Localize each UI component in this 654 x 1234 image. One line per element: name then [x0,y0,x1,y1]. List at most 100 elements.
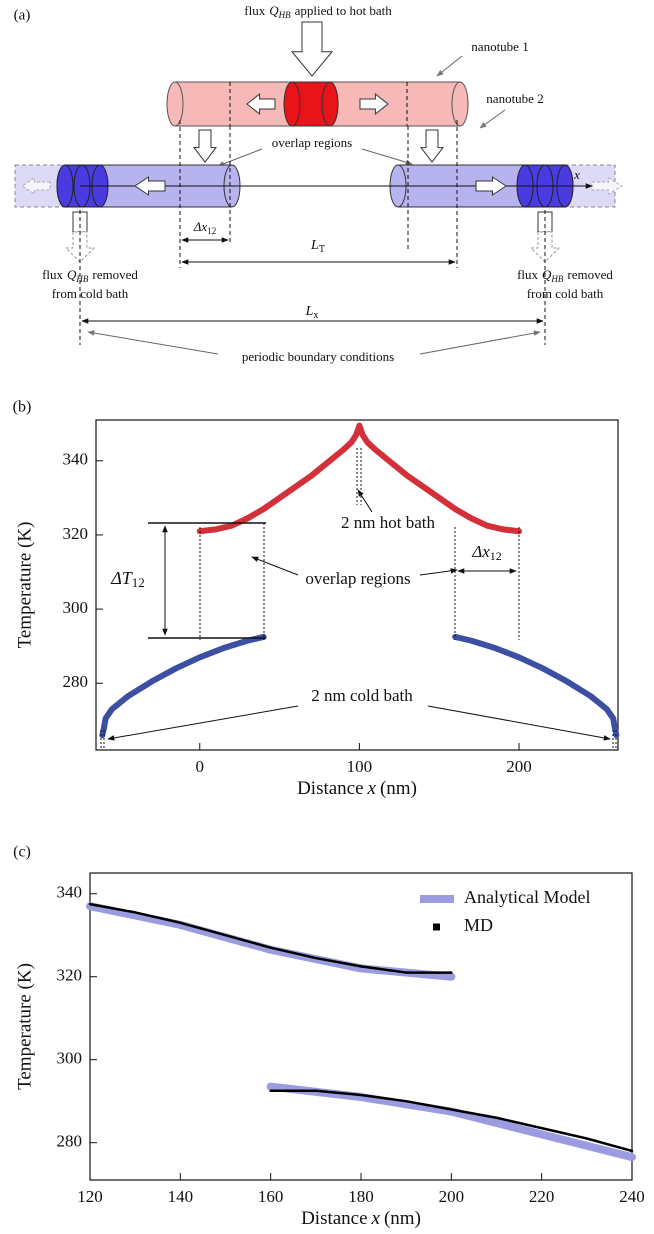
y-tick-label: 340 [57,883,83,902]
guide-line [427,705,611,741]
label-part: flux [42,267,63,282]
flux-arrow-stem [537,211,553,233]
data-line [99,633,620,739]
x-tick-label: 0 [196,757,205,776]
guide-line [361,148,413,165]
x-tick-label: 160 [258,1187,284,1206]
delta-x-label: Δx12 [193,219,216,236]
panel-label: (b) [13,399,32,416]
x-tick-label: 120 [77,1187,103,1206]
y-axis-title: Temperature (K) [14,963,35,1090]
panel-label: (c) [13,844,31,861]
tube-end [56,164,74,208]
label-part: 12 [490,549,502,563]
guide-line [107,705,299,741]
legend-label: Analytical Model [464,887,590,907]
label-part: removed [567,267,613,282]
data-line [86,902,636,1162]
label-part: L [305,304,314,319]
label-part: flux [244,3,265,18]
delta-t-label: ΔT12 [110,568,145,590]
x-tick-label: 200 [506,757,532,776]
tube-label: nanotube 2 [486,91,543,106]
flow-arrow [359,92,389,116]
guide-line [251,556,299,576]
label-part: Distance [301,1208,367,1229]
x-tick-label: 180 [348,1187,374,1206]
flow-arrow [246,92,276,116]
x-axis-title: Distance x (nm) [301,1208,421,1229]
delta-x-label: Δx12 [471,542,502,563]
label-part: HB [75,274,88,284]
flow-arrow [591,177,623,195]
y-tick-label: 280 [57,1132,83,1151]
data-line [196,422,523,535]
lx-label: Lx [305,304,319,321]
label-part: HB [550,274,563,284]
flux-arrow-stem [72,211,88,233]
x-tick-label: 100 [347,757,373,776]
hot-flux-label: flux QHB applied to hot bath [244,3,392,20]
label-part: HB [278,10,291,20]
x-axis-symbol: x [573,167,580,182]
guide-line [419,330,541,355]
label-part: removed [92,267,138,282]
label-part: (nm) [380,778,417,799]
cold-bath-label: 2 nm cold bath [311,686,413,705]
panel-label: (a) [14,7,31,23]
tube-label: nanotube 1 [471,39,528,54]
flow-arrow [134,176,166,196]
x-axis-title: Distance x (nm) [297,778,417,799]
flow-arrow [21,177,51,195]
y-tick-label: 280 [63,672,89,691]
y-tick-label: 300 [63,598,89,617]
label-part: (nm) [384,1208,421,1229]
data-line [88,902,634,1153]
tube-end [166,81,184,127]
label-part: Δx [193,219,208,234]
x-tick-label: 140 [168,1187,194,1206]
label-part: 12 [132,575,145,590]
lt-label: LT [310,238,325,255]
guide-line [419,568,458,576]
label-part: flux [517,267,538,282]
guide-line [479,109,506,129]
x-tick-label: 240 [619,1187,645,1206]
plot-frame [95,419,619,751]
x-tick-label: 220 [529,1187,555,1206]
cold-flux-label: flux QHB removed [517,267,613,284]
y-tick-label: 340 [63,450,89,469]
flow-arrow [475,176,507,196]
label-part: T [319,244,325,255]
label-part: Q [67,267,77,282]
hot-bath-label: 2 nm hot bath [341,513,435,532]
y-tick-label: 300 [57,1049,83,1068]
tube-end [321,81,339,127]
label-part: x [313,310,318,321]
label-part: Distance [297,778,363,799]
cold-flux-label: from cold bath [52,286,129,301]
overlap-label: overlap regions [272,135,353,150]
legend-label: MD [464,915,493,935]
label-part: 12 [207,226,216,236]
legend-swatch [433,923,440,931]
label-part: x [367,778,377,799]
label-part: ΔT [110,568,134,588]
flux-arrow [419,129,445,163]
label-part: Δx [471,542,490,561]
y-tick-label: 320 [57,966,83,985]
y-tick-label: 320 [63,524,89,543]
flux-arrow [290,21,334,77]
cold-flux-label: from cold bath [527,286,604,301]
guide-line [87,330,219,355]
label-part: Q [269,3,279,18]
label-part: Q [542,267,552,282]
periodic-label: periodic boundary conditions [242,349,394,364]
guide-line [436,55,463,77]
tube-end [451,81,469,127]
x-tick-label: 200 [439,1187,465,1206]
y-axis-title: Temperature (K) [14,522,35,649]
guide-line [357,489,373,513]
